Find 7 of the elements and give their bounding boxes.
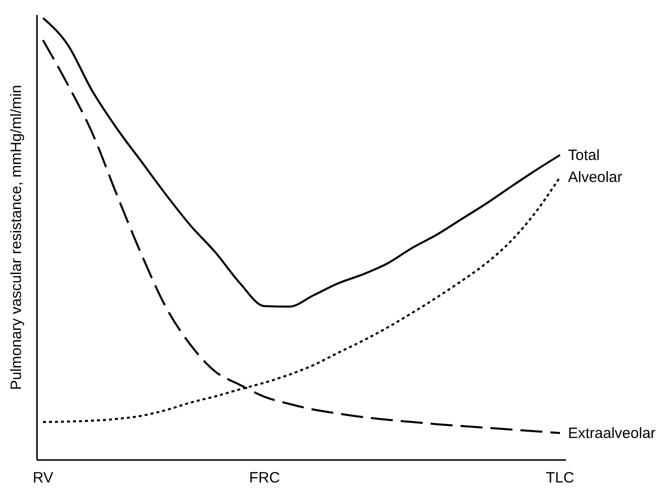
- series-label: Extraalveolar: [568, 425, 656, 442]
- x-tick-label: TLC: [546, 470, 574, 487]
- y-axis-title: Pulmonary vascular resistance, mmHg/ml/min: [8, 84, 25, 390]
- x-tick-label: FRC: [249, 470, 280, 487]
- x-tick-label: RV: [32, 470, 54, 487]
- series-label: Total: [568, 147, 600, 164]
- series-label: Alveolar: [568, 169, 622, 186]
